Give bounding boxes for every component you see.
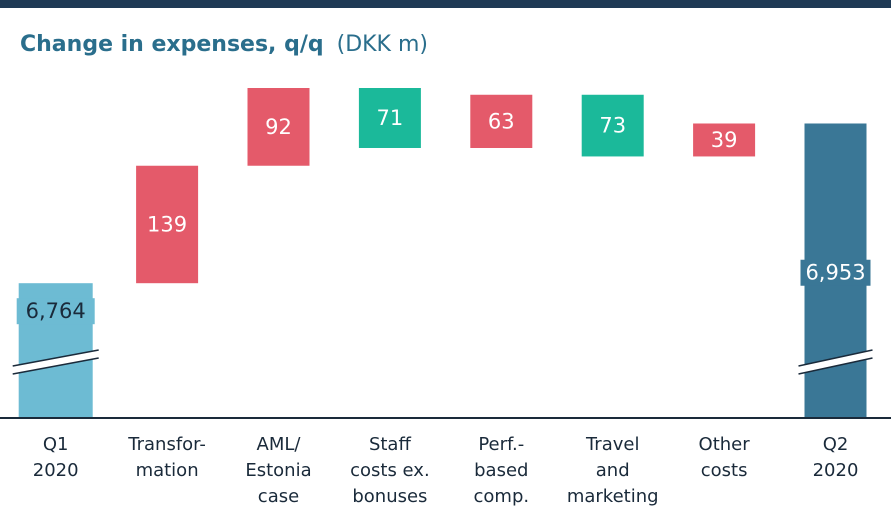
axis-break <box>12 350 99 374</box>
axis-break-line <box>798 357 873 375</box>
x-tick-label-line: Transfor- <box>127 434 206 455</box>
x-tick-label-line: marketing <box>567 486 659 507</box>
x-tick-label-line: comp. <box>474 486 530 507</box>
value-label: 39 <box>711 128 738 152</box>
x-tick-label: Perf.- based comp. <box>474 434 530 507</box>
value-label: 92 <box>265 115 292 139</box>
bar <box>581 94 644 157</box>
x-tick-label-line: 2020 <box>813 460 859 481</box>
chart-title-group: Change in expenses, q/q (DKK m) <box>20 32 428 57</box>
x-tick-label: Other costs <box>699 434 751 481</box>
value-label: 73 <box>599 114 626 138</box>
axis-break-line <box>12 357 99 375</box>
value-label: 71 <box>377 106 404 130</box>
x-tick-label-line: 2020 <box>33 460 79 481</box>
x-tick-label-line: case <box>258 486 299 507</box>
top-strip <box>0 0 891 8</box>
bar <box>358 88 421 148</box>
axis-break <box>798 350 873 374</box>
x-tick-label-line: costs <box>701 460 748 481</box>
value-label: 139 <box>147 212 187 236</box>
chart-title: Change in expenses, q/q <box>20 32 324 57</box>
value-label: 63 <box>488 109 515 133</box>
x-tick-label-line: and <box>596 460 630 481</box>
x-tick-label-line: mation <box>136 460 199 481</box>
value-label-box <box>16 298 95 325</box>
x-tick-label: Q2 2020 <box>813 434 859 481</box>
x-tick-label-line: based <box>474 460 528 481</box>
x-tick-label-line: Q1 <box>43 434 69 455</box>
x-tick-label-line: Travel <box>585 434 640 455</box>
axis-break-line <box>798 349 873 367</box>
bar <box>136 165 199 284</box>
x-tick-label-line: Estonia <box>245 460 311 481</box>
x-tick-label: Staff costs ex. bonuses <box>350 434 430 507</box>
x-tick-label-line: AML/ <box>257 434 302 455</box>
x-tick-label-line: Perf.- <box>478 434 524 455</box>
x-tick-label-line: Q2 <box>823 434 849 455</box>
x-tick-label-line: bonuses <box>352 486 427 507</box>
x-tick-label-line: costs ex. <box>350 460 430 481</box>
x-tick-label: Q1 2020 <box>33 434 79 481</box>
axis-break-line <box>12 349 99 367</box>
value-label: 6,953 <box>805 261 865 285</box>
value-label-box <box>800 259 871 286</box>
x-tick-label-line: Staff <box>369 434 412 455</box>
x-tick-label: Travel and marketing <box>567 434 659 507</box>
value-label: 6,764 <box>26 299 86 323</box>
x-tick-label-line: Other <box>699 434 751 455</box>
bar <box>470 94 533 148</box>
x-tick-label: AML/Estonia case <box>245 434 311 507</box>
bar <box>247 88 310 166</box>
bar <box>693 123 756 157</box>
chart-subtitle: (DKK m) <box>337 32 428 57</box>
x-tick-label: Transfor-mation <box>127 434 206 481</box>
